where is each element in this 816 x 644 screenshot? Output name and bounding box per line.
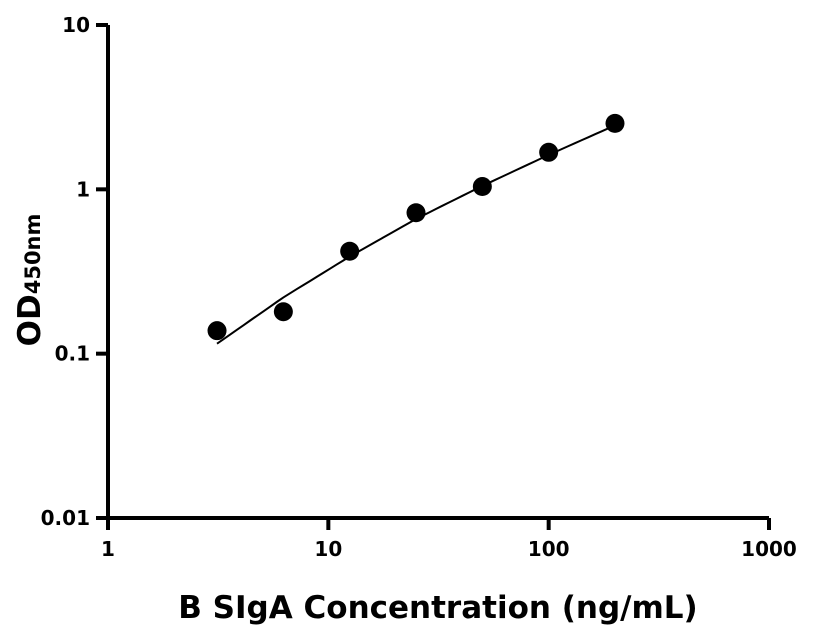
data-point xyxy=(207,321,227,341)
x-tick-label: 100 xyxy=(528,537,570,561)
data-point xyxy=(605,113,625,133)
axes: 1 10 100 1000 0.01 0.1 1 10 xyxy=(41,13,797,561)
y-tick-label: 1 xyxy=(76,177,90,201)
x-tick-label: 10 xyxy=(314,537,342,561)
y-tick-label: 0.01 xyxy=(41,506,90,530)
x-axis-label: B SIgA Concentration (ng/mL) xyxy=(178,590,697,626)
y-axis-label: OD450nm xyxy=(12,214,48,347)
y-tick-label: 10 xyxy=(62,13,90,37)
y-tick-label: 0.1 xyxy=(55,342,90,366)
data-point xyxy=(472,177,492,197)
data-point xyxy=(406,203,426,223)
y-axis-label-sub: 450nm xyxy=(21,214,45,295)
data-points xyxy=(207,113,625,341)
data-point xyxy=(539,142,559,162)
svg-text:OD450nm: OD450nm xyxy=(12,214,48,347)
data-point xyxy=(273,302,293,322)
x-tick-label: 1 xyxy=(101,537,115,561)
x-tick-label: 1000 xyxy=(741,537,797,561)
y-axis-label-main: OD xyxy=(12,294,48,346)
data-point xyxy=(340,241,360,261)
